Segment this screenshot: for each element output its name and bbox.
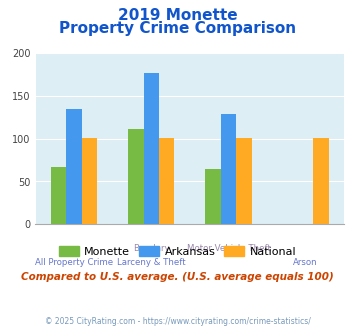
Bar bbox=[51, 167, 66, 224]
Text: Arson: Arson bbox=[294, 258, 318, 267]
Text: Compared to U.S. average. (U.S. average equals 100): Compared to U.S. average. (U.S. average … bbox=[21, 272, 334, 282]
Text: Larceny & Theft: Larceny & Theft bbox=[117, 258, 186, 267]
Bar bbox=[66, 109, 82, 224]
Bar bbox=[236, 138, 252, 224]
Bar bbox=[313, 138, 329, 224]
Text: Motor Vehicle Theft: Motor Vehicle Theft bbox=[187, 244, 271, 253]
Bar bbox=[128, 129, 143, 224]
Text: All Property Crime: All Property Crime bbox=[35, 258, 113, 267]
Text: 2019 Monette: 2019 Monette bbox=[118, 8, 237, 23]
Legend: Monette, Arkansas, National: Monette, Arkansas, National bbox=[54, 242, 301, 261]
Text: Property Crime Comparison: Property Crime Comparison bbox=[59, 21, 296, 36]
Bar bbox=[221, 114, 236, 224]
Bar bbox=[205, 169, 221, 224]
Text: Burglary: Burglary bbox=[133, 244, 170, 253]
Bar bbox=[82, 138, 97, 224]
Text: © 2025 CityRating.com - https://www.cityrating.com/crime-statistics/: © 2025 CityRating.com - https://www.city… bbox=[45, 317, 310, 326]
Bar bbox=[143, 73, 159, 224]
Bar bbox=[159, 138, 175, 224]
